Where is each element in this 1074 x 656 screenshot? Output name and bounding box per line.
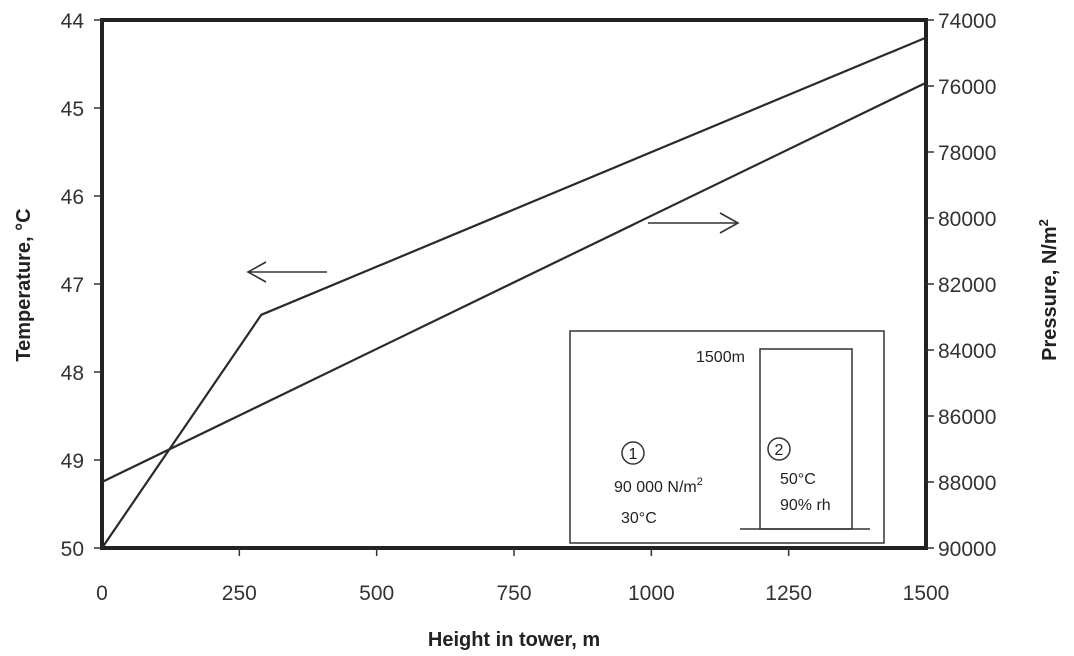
left-axis-ticks: 44 45 46 47 48 49 50 xyxy=(61,10,102,561)
y-right-tick-label: 84000 xyxy=(938,340,996,363)
y-left-tick-label: 47 xyxy=(61,274,84,297)
x-axis-ticks: 0 250 500 750 1000 1250 1500 xyxy=(96,548,949,605)
series-lines xyxy=(101,36,927,549)
y-right-tick-label: 76000 xyxy=(938,76,996,99)
y-left-tick-label: 49 xyxy=(61,450,84,473)
inset-frame xyxy=(569,330,885,544)
y-right-tick-label: 74000 xyxy=(938,10,996,33)
right-axis-arrow xyxy=(648,212,740,234)
station-1-pressure: 90 000 N/m2 xyxy=(614,476,703,496)
y-left-tick-label: 46 xyxy=(61,186,84,209)
right-axis-ticks: 74000 76000 78000 80000 82000 84000 86000 88000… xyxy=(926,10,996,561)
x-tick-label: 1000 xyxy=(628,582,675,605)
right-axis-title-sup: 2 xyxy=(1036,219,1051,226)
y-left-tick-label: 44 xyxy=(61,10,85,33)
station-2-number: 2 xyxy=(775,442,784,459)
y-left-tick-label: 45 xyxy=(61,98,84,121)
station-2-circle xyxy=(767,437,791,461)
y-right-tick-label: 86000 xyxy=(938,406,996,429)
x-tick-label: 250 xyxy=(222,582,257,605)
right-axis-title-base: Pressure, N/m xyxy=(1039,226,1061,361)
x-tick-label: 500 xyxy=(359,582,394,605)
y-right-tick-label: 80000 xyxy=(938,208,996,231)
inset-diagram: 1500m 1 90 000 N/m2 30°C 2 50°C 90% rh xyxy=(569,330,885,544)
station-1-circle xyxy=(621,441,645,465)
station-1-pressure-base: 90 000 N/m xyxy=(614,479,697,496)
station-1-pressure-sup: 2 xyxy=(697,476,703,488)
station-2-rh: 90% rh xyxy=(780,497,831,514)
x-tick-label: 0 xyxy=(96,582,108,605)
station-1-temp: 30°C xyxy=(621,510,657,527)
y-left-tick-label: 50 xyxy=(61,538,84,561)
temperature-line xyxy=(101,36,927,549)
y-right-tick-label: 82000 xyxy=(938,274,996,297)
left-axis-title: Temperature, °C xyxy=(13,208,35,361)
y-right-tick-label: 90000 xyxy=(938,538,996,561)
pressure-line xyxy=(101,81,927,483)
station-1-number: 1 xyxy=(629,446,638,463)
left-axis-arrow xyxy=(246,261,327,283)
y-right-tick-label: 88000 xyxy=(938,472,996,495)
right-axis-title: Pressure, N/m2 xyxy=(1036,219,1061,361)
y-right-tick-label: 78000 xyxy=(938,142,996,165)
station-2-temp: 50°C xyxy=(780,471,816,488)
y-left-tick-label: 48 xyxy=(61,362,84,385)
x-tick-label: 1500 xyxy=(903,582,950,605)
x-axis-title: Height in tower, m xyxy=(428,629,600,651)
x-tick-label: 1250 xyxy=(765,582,812,605)
tower-height-label: 1500m xyxy=(696,349,745,366)
x-tick-label: 750 xyxy=(496,582,531,605)
